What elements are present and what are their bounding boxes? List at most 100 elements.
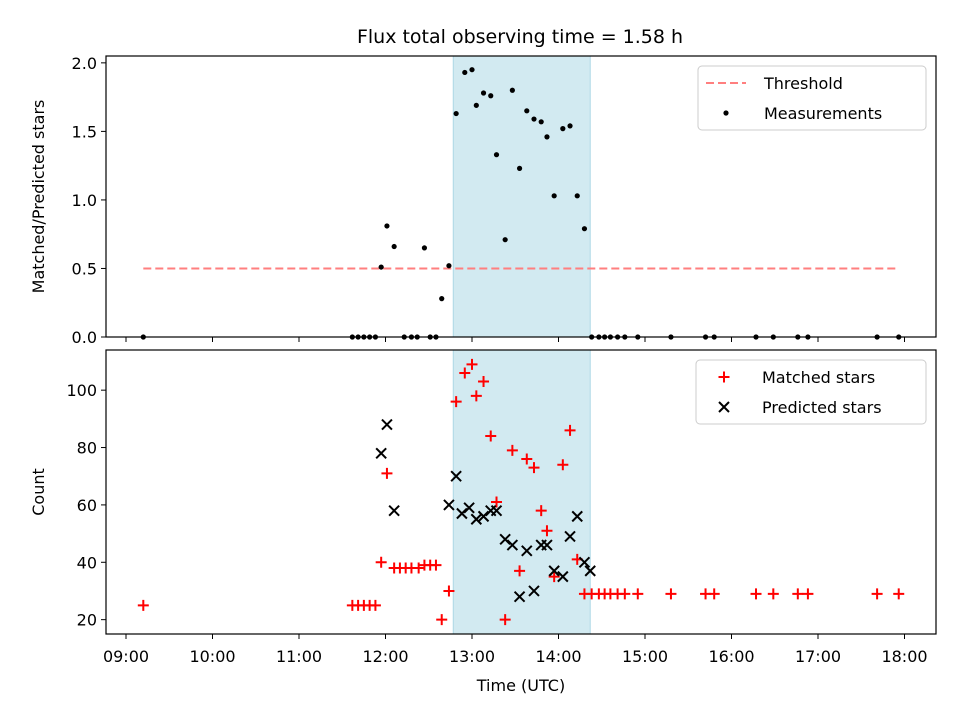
matched-star-point — [430, 559, 442, 571]
y-tick-label: 1.5 — [72, 122, 97, 141]
predicted-star-point — [477, 510, 490, 523]
x-tick-label: 18:00 — [881, 647, 927, 666]
matched-star-point — [564, 424, 576, 436]
matched-star-point — [470, 390, 482, 402]
y-axis-label: Count — [29, 468, 48, 516]
predicted-star-point — [463, 502, 475, 514]
legend-predicted-swatch — [718, 401, 730, 413]
y-axis-label: Matched/Predicted stars — [29, 100, 48, 294]
predicted-star-point — [490, 504, 503, 517]
matched-star-point — [535, 505, 547, 517]
matched-star-point — [466, 358, 478, 370]
predicted-star-point — [557, 570, 569, 583]
ratio-panel: 0.0 0.5 1.0 1.5 2.0 Matched/Predicted stars Th… — [29, 54, 937, 347]
matched-star-point — [413, 562, 425, 574]
legend-matched-swatch — [718, 371, 730, 383]
matched-star-point — [450, 396, 462, 408]
matched-star-point — [708, 588, 720, 600]
matched-star-point — [541, 525, 553, 537]
predicted-star-point — [443, 499, 455, 511]
measurement-point — [391, 243, 397, 250]
x-tick-label: 13:00 — [449, 647, 495, 666]
predicted-star-point — [470, 513, 483, 525]
matched-star-point — [619, 588, 631, 600]
x-tick-label: 17:00 — [795, 647, 841, 666]
predicted-star-point — [584, 565, 596, 577]
predicted-star-point — [456, 507, 468, 520]
y-tick-label: 80 — [77, 439, 97, 458]
matched-star-point — [436, 614, 448, 626]
predicted-star-point — [450, 470, 462, 482]
predicted-star-point — [388, 504, 400, 517]
matched-star-point — [557, 459, 569, 471]
measurement-point — [581, 226, 588, 232]
matched-star-point — [506, 444, 518, 456]
predicted-star-point — [381, 418, 393, 431]
axes-frame — [105, 349, 937, 635]
predicted-star-point — [571, 510, 583, 523]
legend-frame — [697, 65, 927, 131]
predicted-star-point — [578, 556, 591, 568]
x-tick-label: 11:00 — [276, 647, 322, 666]
matched-star-point — [767, 588, 779, 600]
measurement-point — [524, 108, 530, 114]
measurement-point — [462, 69, 468, 76]
predicted-star-point — [521, 545, 533, 557]
measurement-point — [446, 263, 452, 269]
matched-star-point — [521, 453, 533, 465]
predicted-star-point — [541, 539, 553, 551]
measurement-point — [488, 93, 494, 99]
matched-star-point — [802, 588, 814, 600]
observing-window-band — [452, 349, 591, 635]
measurement-point — [538, 119, 544, 125]
y-tick-label: 40 — [77, 553, 97, 572]
x-tick-label: 10:00 — [189, 647, 235, 666]
y-tick-label: 100 — [66, 381, 97, 400]
measurement-point — [509, 87, 515, 93]
x-tick-label: 16:00 — [708, 647, 754, 666]
matched-star-point — [871, 588, 883, 600]
matched-star-point — [369, 599, 381, 611]
matched-star-point — [491, 496, 503, 508]
legend-frame — [695, 359, 927, 425]
measurement-point — [473, 102, 479, 108]
legend-label: Predicted stars — [762, 398, 882, 417]
y-tick-label: 20 — [77, 611, 97, 630]
axes-frame — [105, 55, 937, 338]
predicted-star-point — [564, 530, 576, 543]
matched-star-point — [499, 614, 511, 626]
measurement-point — [574, 193, 580, 199]
measurement-point — [384, 223, 390, 229]
x-tick-label: 15:00 — [622, 647, 668, 666]
matched-star-point — [137, 599, 149, 611]
legend: Matched stars Predicted stars — [695, 359, 927, 425]
matched-star-point — [459, 367, 471, 379]
legend-measurement-swatch — [723, 110, 729, 116]
measurement-point — [439, 296, 445, 302]
measurement-point — [378, 264, 384, 270]
matched-star-point — [381, 467, 393, 479]
legend-label: Matched stars — [762, 368, 875, 387]
matched-star-point — [375, 556, 387, 568]
legend-label: Measurements — [764, 104, 882, 123]
measurement-point — [560, 126, 566, 132]
predicted-star-point — [513, 590, 526, 603]
count-panel: 20 40 60 80 100 09:00 10:00 11:00 12:00 13:00 14:0… — [29, 349, 937, 695]
matched-star-point — [485, 430, 497, 442]
matched-star-point — [528, 462, 540, 474]
x-tick-label: 09:00 — [103, 647, 149, 666]
predicted-star-point — [548, 565, 560, 577]
y-tick-label: 0.5 — [72, 259, 97, 278]
matched-star-point — [548, 571, 560, 583]
predicted-star-point — [499, 533, 511, 546]
measurement-point — [421, 245, 428, 251]
chart-title: Flux total observing time = 1.58 h — [357, 26, 683, 48]
measurement-point — [544, 134, 550, 140]
observing-window-band — [452, 55, 591, 338]
legend: Threshold Measurements — [697, 65, 927, 131]
measurement-point — [493, 152, 500, 158]
matched-star-point — [632, 588, 644, 600]
predicted-star-point — [528, 585, 540, 597]
measurement-point — [469, 67, 475, 73]
